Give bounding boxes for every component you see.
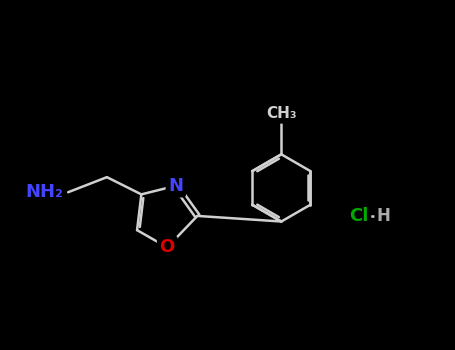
Text: H: H (377, 207, 391, 225)
Text: CH₃: CH₃ (266, 106, 297, 121)
Text: NH₂: NH₂ (25, 183, 63, 201)
Text: Cl: Cl (349, 207, 369, 225)
Text: O: O (160, 238, 175, 256)
Text: N: N (168, 177, 183, 195)
